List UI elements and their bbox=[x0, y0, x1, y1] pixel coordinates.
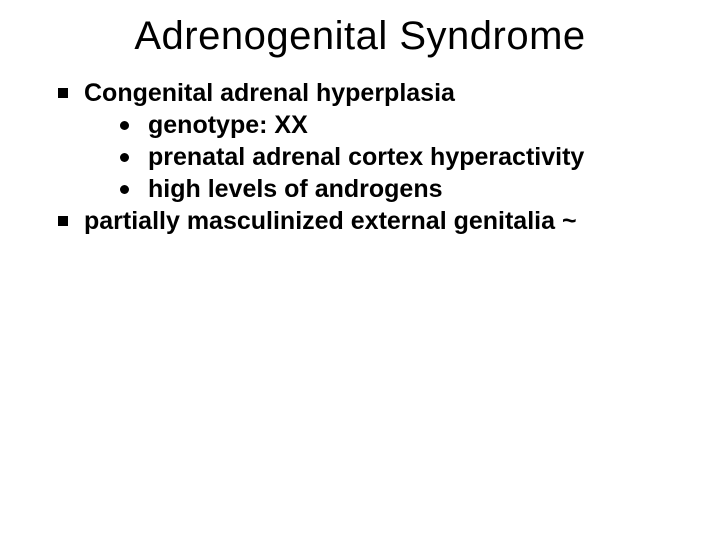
list-item: high levels of androgens bbox=[116, 173, 680, 205]
bullet-text: high levels of androgens bbox=[148, 175, 443, 203]
bullet-list-level2: genotype: XX prenatal adrenal cortex hyp… bbox=[84, 109, 680, 205]
list-item: Congenital adrenal hyperplasia genotype:… bbox=[54, 77, 680, 205]
list-item: genotype: XX bbox=[116, 109, 680, 141]
slide-title: Adrenogenital Syndrome bbox=[0, 0, 720, 59]
bullet-text: genotype: XX bbox=[148, 111, 308, 139]
slide: Adrenogenital Syndrome Congenital adrena… bbox=[0, 0, 720, 540]
slide-body: Congenital adrenal hyperplasia genotype:… bbox=[0, 59, 720, 237]
bullet-text: partially masculinized external genitali… bbox=[84, 207, 577, 235]
bullet-list-level1: Congenital adrenal hyperplasia genotype:… bbox=[40, 77, 680, 237]
list-item: partially masculinized external genitali… bbox=[54, 205, 680, 237]
bullet-text: Congenital adrenal hyperplasia bbox=[84, 79, 455, 107]
bullet-text: prenatal adrenal cortex hyperactivity bbox=[148, 143, 584, 171]
list-item: prenatal adrenal cortex hyperactivity bbox=[116, 141, 680, 173]
